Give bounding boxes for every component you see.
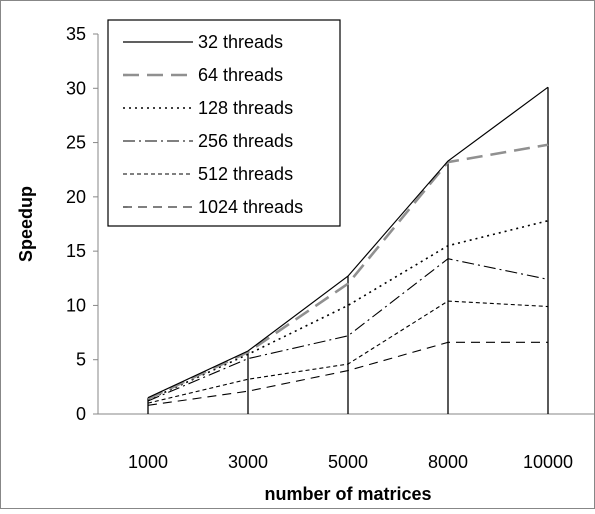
series-line [147, 219, 549, 401]
legend-label: 512 threads [198, 164, 293, 184]
x-tick-label: 5000 [328, 452, 368, 472]
x-tick-label: 8000 [428, 452, 468, 472]
y-tick-label: 35 [66, 24, 86, 44]
y-axis-title: Speedup [16, 186, 36, 262]
series-line [147, 86, 549, 399]
y-tick-label: 10 [66, 295, 86, 315]
legend-label: 1024 threads [198, 197, 303, 217]
y-tick-label: 15 [66, 241, 86, 261]
x-tick-label: 3000 [228, 452, 268, 472]
legend-label: 128 threads [198, 98, 293, 118]
series-line [147, 143, 549, 400]
x-axis-title: number of matrices [264, 484, 431, 504]
legend-box [107, 19, 341, 227]
series-line [147, 341, 548, 406]
y-tick-label: 0 [76, 404, 86, 424]
series-line [147, 300, 549, 404]
y-tick-label: 5 [76, 350, 86, 370]
series-line [147, 258, 549, 402]
x-tick-label: 10000 [523, 452, 573, 472]
x-tick-label: 1000 [128, 452, 168, 472]
legend-label: 32 threads [198, 32, 283, 52]
series-lines [147, 86, 549, 406]
legend-label: 256 threads [198, 131, 293, 151]
tick-labels: 0 5 10 15 20 25 30 35 1000 3000 5000 8000 10000 [66, 24, 573, 472]
legend: 32 threads 64 threads 128 threads 256 threa… [107, 19, 341, 227]
legend-label: 64 threads [198, 65, 283, 85]
y-tick-label: 25 [66, 133, 86, 153]
y-tick-label: 30 [66, 78, 86, 98]
y-tick-label: 20 [66, 187, 86, 207]
